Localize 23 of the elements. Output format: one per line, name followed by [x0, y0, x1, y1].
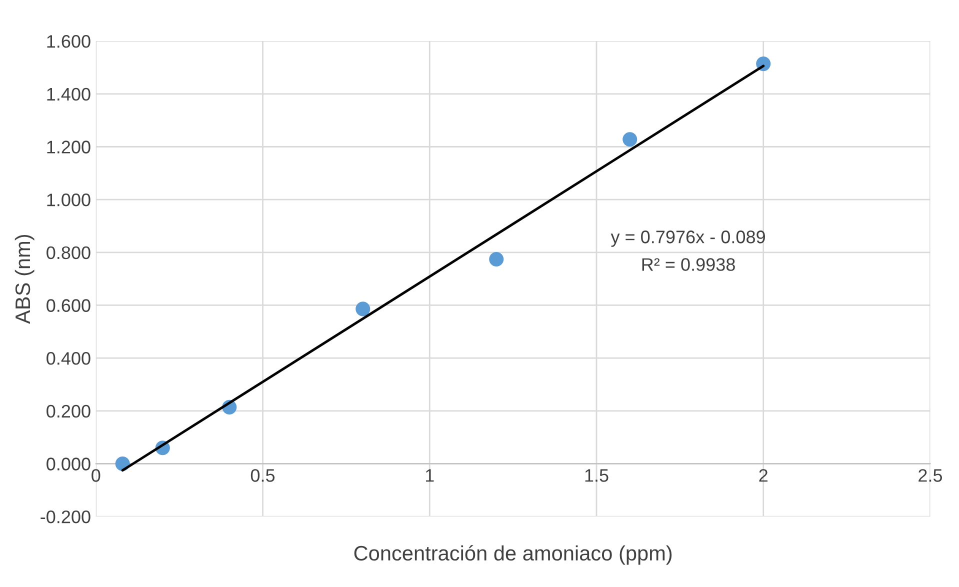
x-tick-label: 2.5	[918, 469, 942, 482]
x-tick-label: 1	[426, 469, 434, 482]
x-tick-label: 0	[92, 469, 100, 482]
y-tick-label: 0.800	[46, 246, 90, 260]
y-tick-label: 1.200	[47, 140, 90, 154]
y-tick-label: 0.400	[46, 352, 90, 365]
y-tick-label: 1.600	[47, 35, 90, 48]
x-axis-title: Concentración de amoniaco (ppm)	[354, 545, 672, 565]
y-tick-label: 1.400	[47, 88, 90, 101]
point	[622, 132, 638, 147]
y-tick-label: 0.000	[46, 458, 90, 470]
x-tick-label: 2	[759, 469, 768, 482]
point	[489, 252, 504, 267]
y-axis-title: ABS (nm)	[14, 234, 34, 324]
annotation: y = 0.7976x - 0.089	[610, 230, 765, 247]
y-tick-label: 1.000	[47, 194, 90, 206]
y-tick-label: -0.200	[40, 510, 90, 524]
x-tick-label: 1.5	[585, 469, 608, 482]
y-tick-label: 0.600	[46, 299, 90, 312]
x-tick-label: 0.5	[250, 469, 275, 482]
y-tick-label: 0.200	[46, 404, 90, 418]
annotation: R² = 0.9938	[642, 258, 735, 271]
point	[356, 302, 370, 316]
